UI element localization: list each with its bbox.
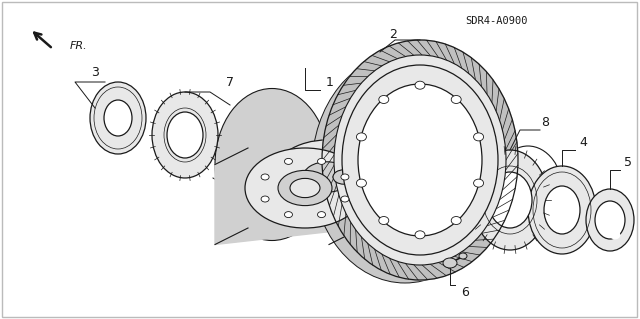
Text: 2: 2 [389,28,397,41]
Ellipse shape [474,133,484,141]
Text: 4: 4 [579,136,587,149]
Ellipse shape [595,201,625,239]
Ellipse shape [415,231,425,239]
Ellipse shape [245,148,365,228]
Polygon shape [322,40,518,280]
Ellipse shape [358,84,482,236]
Text: 6: 6 [461,286,469,299]
Ellipse shape [317,211,326,218]
Text: 8: 8 [541,115,549,129]
Text: SDR4-A0900: SDR4-A0900 [465,16,527,26]
Ellipse shape [341,196,349,202]
Ellipse shape [261,174,269,180]
Ellipse shape [488,172,532,228]
Ellipse shape [303,162,351,192]
Ellipse shape [284,211,292,218]
Text: 5: 5 [624,155,632,168]
Ellipse shape [312,53,498,283]
Ellipse shape [215,88,329,241]
Ellipse shape [342,65,498,255]
Ellipse shape [459,253,467,259]
Ellipse shape [290,178,320,197]
Ellipse shape [278,170,332,206]
Ellipse shape [472,150,548,250]
Ellipse shape [379,217,388,225]
Ellipse shape [356,133,367,141]
Text: 3: 3 [91,65,99,78]
Ellipse shape [379,95,388,103]
Ellipse shape [451,217,461,225]
Ellipse shape [451,95,461,103]
Ellipse shape [528,166,596,254]
Ellipse shape [333,170,355,184]
Ellipse shape [284,159,292,164]
Ellipse shape [167,112,203,158]
Ellipse shape [544,186,580,234]
Ellipse shape [443,258,457,268]
Ellipse shape [415,81,425,89]
Text: FR.: FR. [70,41,88,51]
Text: 7: 7 [226,76,234,88]
Ellipse shape [356,179,367,187]
Ellipse shape [334,55,506,265]
Ellipse shape [341,174,349,180]
Ellipse shape [152,92,218,178]
Text: 1: 1 [326,76,334,88]
Ellipse shape [90,82,146,154]
Ellipse shape [586,189,634,251]
Ellipse shape [104,100,132,136]
Ellipse shape [611,232,619,238]
Ellipse shape [272,140,382,214]
Ellipse shape [474,179,484,187]
Ellipse shape [317,159,326,164]
Ellipse shape [261,196,269,202]
Polygon shape [215,148,362,244]
